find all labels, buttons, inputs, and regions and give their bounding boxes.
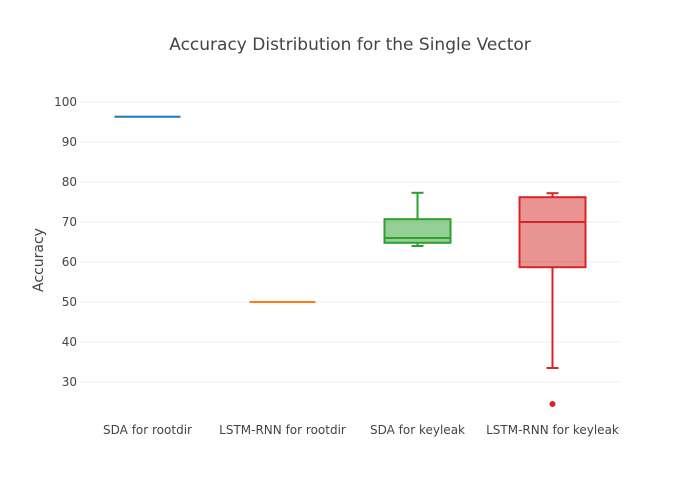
x-tick-label: LSTM-RNN for rootdir <box>219 423 346 437</box>
y-tick-label: 80 <box>62 175 77 189</box>
box-3 <box>383 191 452 247</box>
y-tick-label: 40 <box>62 335 77 349</box>
x-axis: SDA for rootdir LSTM-RNN for rootdir SDA f… <box>103 423 619 437</box>
y-tick-label: 50 <box>62 295 77 309</box>
chart-title: Accuracy Distribution for the Single Vec… <box>169 35 531 55</box>
box-iqr <box>518 196 587 269</box>
y-tick-label: 60 <box>62 255 77 269</box>
y-tick-label: 90 <box>62 135 77 149</box>
box-4 <box>518 192 587 407</box>
x-tick-label: SDA for keyleak <box>370 423 465 437</box>
y-tick-label: 100 <box>54 95 77 109</box>
x-tick-label: SDA for rootdir <box>103 423 192 437</box>
y-tick-label: 70 <box>62 215 77 229</box>
x-tick-label: LSTM-RNN for keyleak <box>486 423 619 437</box>
box-series <box>114 115 587 407</box>
box-iqr <box>383 218 452 244</box>
outlier-point <box>549 401 556 407</box>
y-axis: 30 40 50 60 70 80 90 100 <box>54 95 77 389</box>
gridlines <box>80 101 620 383</box>
y-axis-label: Accuracy <box>31 228 47 292</box>
y-tick-label: 30 <box>62 375 77 389</box>
